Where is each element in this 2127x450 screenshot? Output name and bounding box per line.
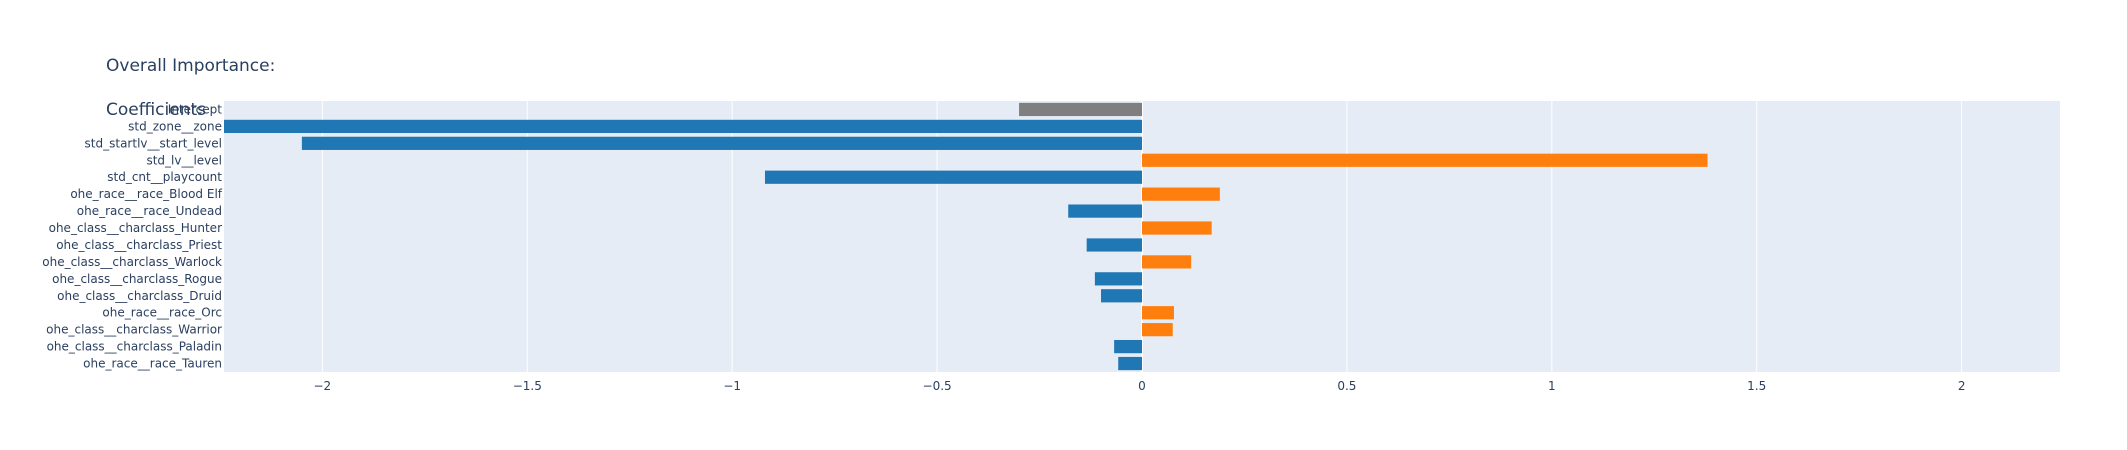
x-tick-label: 1.5 — [1747, 379, 1766, 393]
bar[interactable] — [1142, 323, 1173, 337]
category-label: ohe_race__race_Tauren — [83, 357, 222, 371]
bar[interactable] — [1019, 102, 1142, 117]
bar[interactable] — [1142, 221, 1212, 235]
category-label: ohe_class__charclass_Priest — [56, 238, 222, 252]
bar[interactable] — [1094, 272, 1142, 286]
category-label: ohe_race__race_Undead — [77, 204, 222, 218]
category-label: ohe_class__charclass_Druid — [57, 289, 222, 303]
x-tick-label: 2 — [1958, 379, 1966, 393]
category-label: std_lv__level — [146, 153, 222, 167]
bar[interactable] — [1118, 356, 1142, 371]
category-label: std_zone__zone — [128, 119, 222, 133]
category-labels: Intercept std_zone__zone std_startlv__star… — [42, 102, 223, 370]
bar[interactable] — [1114, 339, 1142, 354]
category-label: ohe_race__race_Blood Elf — [70, 187, 222, 201]
category-label: ohe_race__race_Orc — [102, 306, 222, 320]
bar[interactable] — [224, 119, 1142, 134]
bars — [224, 102, 1708, 371]
bar[interactable] — [1142, 306, 1174, 320]
bar[interactable] — [301, 136, 1142, 150]
category-label: ohe_class__charclass_Hunter — [49, 221, 222, 235]
chart-title-line-2: Coefficients — [106, 100, 206, 120]
category-label: ohe_class__charclass_Paladin — [47, 340, 222, 354]
chart-title: Overall Importance: Coefficients — [106, 33, 275, 121]
category-label: ohe_class__charclass_Rogue — [52, 272, 222, 286]
bar[interactable] — [1142, 187, 1220, 201]
x-tick-label: −0.5 — [923, 379, 952, 393]
x-tick-label: −1 — [723, 379, 741, 393]
x-tick-labels: −2 −1.5 −1 −0.5 0 0.5 1 1.5 2 — [314, 379, 1966, 393]
category-label: Intercept — [168, 102, 223, 116]
bar[interactable] — [764, 170, 1142, 184]
category-label: ohe_class__charclass_Warlock — [42, 255, 222, 269]
bar[interactable] — [1068, 204, 1142, 218]
category-label: std_startlv__start_level — [85, 136, 222, 150]
category-label: ohe_class__charclass_Warrior — [46, 323, 222, 337]
x-tick-label: 0 — [1138, 379, 1146, 393]
x-tick-label: 0.5 — [1337, 379, 1356, 393]
x-tick-label: 1 — [1548, 379, 1556, 393]
bar[interactable] — [1101, 289, 1142, 303]
chart-title-line-1: Overall Importance: — [106, 56, 276, 76]
bar[interactable] — [1142, 153, 1708, 167]
category-label: std_cnt__playcount — [107, 170, 222, 184]
x-tick-label: −1.5 — [513, 379, 542, 393]
bar[interactable] — [1142, 255, 1192, 269]
bar[interactable] — [1086, 238, 1142, 252]
x-tick-label: −2 — [314, 379, 332, 393]
